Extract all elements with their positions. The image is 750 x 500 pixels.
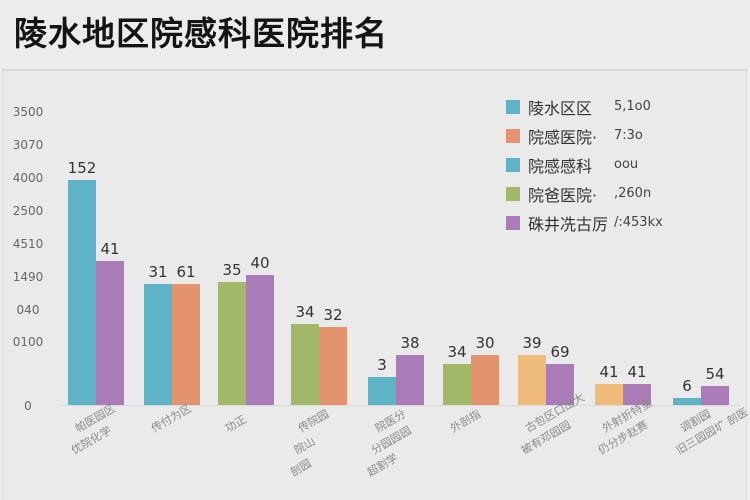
legend-swatch-icon — [506, 186, 520, 201]
legend-value: 5,1o0 — [614, 99, 651, 114]
legend-label: 院感医院· — [528, 127, 598, 147]
legend-label: 院爸医院· — [528, 185, 598, 205]
y-tick-label: 4510 — [12, 237, 44, 251]
bar — [396, 355, 424, 405]
legend-value: 7:3o — [614, 128, 643, 143]
bar — [673, 398, 701, 405]
bar-value-label: 38 — [400, 334, 420, 352]
bar — [701, 386, 729, 405]
legend-swatch-icon — [506, 99, 520, 114]
bar — [518, 355, 546, 405]
bar-value-label: 41 — [627, 363, 647, 381]
bar-value-label: 34 — [295, 303, 315, 321]
bar-value-label: 39 — [522, 334, 542, 352]
bar-value-label: 32 — [323, 306, 343, 324]
legend-swatch-icon — [506, 215, 520, 230]
bar — [595, 384, 623, 405]
bar — [319, 327, 347, 405]
legend-item: 院感感科 oou — [506, 150, 663, 179]
bar — [68, 180, 96, 405]
bar — [291, 324, 319, 405]
y-tick-label: 0100 — [12, 335, 44, 349]
legend-value: /:453kx — [614, 215, 663, 230]
bar — [144, 284, 172, 405]
bar — [218, 282, 246, 405]
legend-label: 院感感科 — [528, 156, 593, 176]
bar — [368, 377, 396, 405]
legend-value: oou — [614, 157, 639, 172]
y-tick-label: 3070 — [12, 138, 44, 152]
x-axis-baseline — [60, 405, 740, 406]
bar-value-label: 30 — [475, 334, 495, 352]
bar-value-label: 31 — [148, 263, 168, 281]
legend-item: 硃井冼古厉 /:453kx — [506, 208, 663, 237]
bar-value-label: 3 — [377, 356, 387, 374]
y-tick-label: 2500 — [12, 204, 44, 218]
y-tick-label: 040 — [16, 303, 40, 317]
bar-value-label: 41 — [100, 240, 120, 258]
chart-frame — [2, 69, 747, 500]
legend-item: 院感医院· 7:3o — [506, 121, 663, 150]
bar — [623, 384, 651, 405]
bar — [246, 275, 274, 405]
y-tick-label: 0 — [24, 399, 32, 413]
legend-item: 院爸医院· ,260n — [506, 179, 663, 208]
bar-value-label: 35 — [222, 261, 242, 279]
y-tick-label: 4000 — [12, 171, 44, 185]
bar — [471, 355, 499, 405]
bar-value-label: 6 — [682, 377, 692, 395]
bar-value-label: 40 — [250, 254, 270, 272]
legend-swatch-icon — [506, 128, 520, 143]
legend-label: 陵水区区 — [528, 98, 593, 118]
bar-value-label: 41 — [599, 363, 619, 381]
bar-value-label: 152 — [67, 159, 97, 177]
bar-value-label: 54 — [705, 365, 725, 383]
legend-swatch-icon — [506, 157, 520, 172]
bar-value-label: 61 — [176, 263, 196, 281]
y-tick-label: 3500 — [12, 105, 44, 119]
bar — [546, 364, 574, 405]
legend-label: 硃井冼古厉 — [528, 214, 609, 234]
y-tick-label: 1490 — [12, 270, 44, 284]
chart-title: 陵水地区院感科医院排名 — [14, 14, 388, 53]
bar-value-label: 34 — [447, 343, 467, 361]
legend-item: 陵水区区 5,1o0 — [506, 92, 663, 121]
bar — [172, 284, 200, 405]
legend: 陵水区区 5,1o0 院感医院· 7:3o 院感感科 oou 院爸医院· ,26… — [506, 92, 663, 237]
legend-value: ,260n — [614, 186, 652, 201]
bar — [443, 364, 471, 405]
bar-value-label: 69 — [550, 343, 570, 361]
bar — [96, 261, 124, 405]
